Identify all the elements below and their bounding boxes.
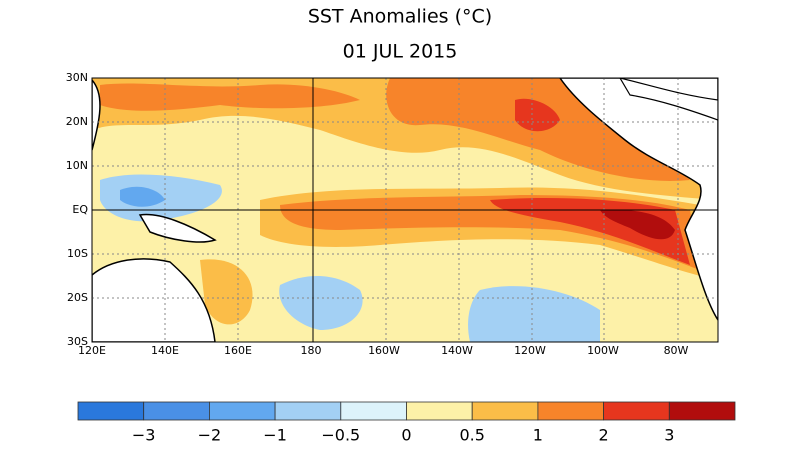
lat-label: 30N [66,71,88,84]
lon-label: 80W [664,344,689,357]
colorbar-label: −0.5 [321,426,360,445]
lon-label: 160W [368,344,400,357]
lon-label: 120E [78,344,106,357]
colorbar-bin [274,401,342,421]
colorbar-label: −1 [263,426,287,445]
lon-label: 160E [224,344,252,357]
colorbar-bin [537,401,605,421]
lon-label: 140W [441,344,473,357]
map-frame [91,77,719,343]
colorbar-label: −2 [198,426,222,445]
colorbar-label: 1 [533,426,543,445]
lat-label: 10N [66,159,88,172]
title: SST Anomalies (°C) [308,6,492,28]
colorbar: −3 −2 −1 −0.5 0 0.5 1 2 3 [77,401,736,445]
colorbar-label: −3 [132,426,156,445]
lat-label: 10S [67,247,88,260]
colorbar-label: 2 [599,426,609,445]
lon-label: 120W [514,344,546,357]
lon-label: 140E [151,344,179,357]
lat-label: 20S [67,291,88,304]
map [92,78,718,342]
colorbar-bin [340,401,407,421]
lon-label: 100W [587,344,619,357]
colorbar-bin [406,401,473,421]
colorbar-label: 0 [401,426,411,445]
colorbar-bin [603,401,670,421]
lat-label: 30S [67,335,88,348]
colorbar-label: 3 [664,426,674,445]
lat-label: 20N [66,115,88,128]
colorbar-label: 0.5 [459,426,484,445]
colorbar-bin [208,401,276,421]
lat-label: EQ [72,203,88,216]
colorbar-bin [471,401,539,421]
colorbar-bin [77,401,145,421]
colorbar-bin [668,401,736,421]
date: 01 JUL 2015 [343,41,458,63]
lon-label: 180 [301,344,322,357]
colorbar-bin [143,401,210,421]
